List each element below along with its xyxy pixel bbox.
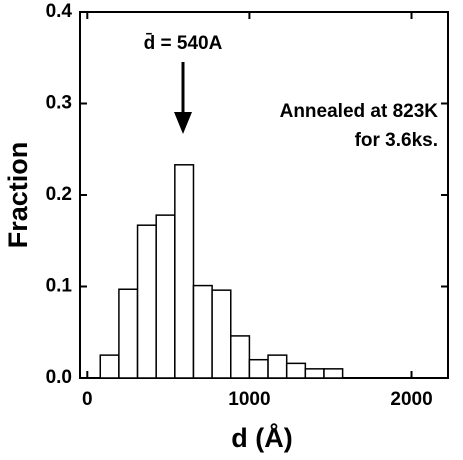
bar [285, 362, 307, 379]
bar [118, 288, 139, 379]
x-tick-label: 2000 [390, 389, 432, 410]
bar [136, 224, 157, 379]
bar [192, 284, 213, 379]
y-tick-label: 0.4 [46, 1, 73, 22]
arrow-head [174, 112, 192, 134]
bar [323, 368, 344, 379]
y-tick-label: 0.1 [46, 276, 73, 297]
annotation: for 3.6ks. [355, 130, 438, 151]
bar [211, 289, 232, 379]
mean-annotation: d̄ = 540A [144, 33, 223, 54]
y-tick-label: 0.2 [46, 184, 72, 205]
bar [267, 354, 288, 379]
bar [304, 368, 325, 379]
x-axis-title: d (Å) [231, 422, 292, 453]
annotation: Annealed at 823K [280, 101, 439, 122]
bar [155, 214, 176, 379]
bar [174, 164, 195, 379]
x-tick-label: 0 [82, 389, 93, 410]
y-tick-label: 0.3 [46, 93, 72, 114]
bar [248, 358, 269, 379]
bar [99, 354, 120, 379]
y-axis-title: Fraction [3, 142, 33, 249]
x-tick-label: 1000 [228, 389, 270, 410]
bar [230, 335, 251, 379]
y-tick-label: 0.0 [46, 367, 72, 388]
